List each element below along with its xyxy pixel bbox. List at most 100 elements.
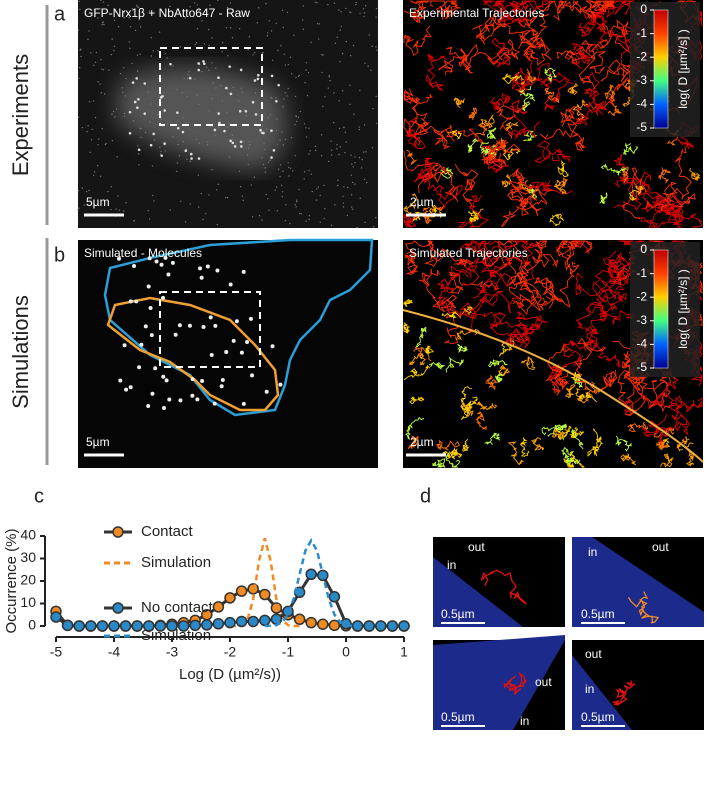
molecule (190, 393, 195, 398)
noise (227, 55, 229, 57)
molecule (146, 403, 151, 408)
noise (288, 166, 290, 168)
noise (261, 157, 263, 159)
trajectory (471, 240, 519, 270)
spot (133, 100, 137, 104)
noise (244, 108, 246, 111)
point (363, 620, 375, 632)
noise (208, 28, 210, 31)
trajectory (446, 130, 463, 140)
trajectory (645, 146, 693, 212)
noise (367, 65, 369, 67)
noise (343, 186, 345, 188)
noise (322, 105, 324, 108)
noise (262, 163, 265, 166)
noise (349, 84, 351, 87)
noise (134, 29, 137, 32)
noise (280, 184, 283, 187)
noise (356, 226, 358, 229)
trajectory (599, 369, 618, 392)
noise (136, 6, 139, 8)
molecule (234, 319, 239, 324)
noise (297, 116, 300, 119)
noise (344, 131, 347, 133)
noise (258, 214, 261, 217)
trajectory (618, 240, 648, 249)
region-label: in (585, 682, 594, 696)
molecule (231, 338, 236, 343)
trajectory (441, 311, 459, 319)
noise (281, 191, 284, 193)
noise (266, 35, 269, 37)
noise (150, 103, 152, 105)
molecule (215, 268, 220, 273)
noise (225, 27, 228, 29)
noise (310, 173, 312, 175)
noise (324, 96, 326, 98)
trajectory (431, 458, 446, 468)
noise (137, 6, 140, 9)
spot (217, 112, 220, 115)
molecule (264, 389, 269, 394)
noise (276, 118, 278, 120)
noise (110, 208, 112, 211)
noise (211, 62, 213, 64)
noise (314, 145, 317, 148)
noise (296, 199, 298, 201)
noise (306, 94, 309, 97)
trajectory (425, 53, 447, 92)
spot (257, 73, 260, 77)
noise (354, 183, 356, 185)
spot (213, 128, 217, 132)
noise (81, 126, 84, 129)
noise (128, 41, 131, 43)
noise (279, 139, 281, 142)
x-tick-label: -2 (224, 644, 237, 660)
noise (268, 209, 270, 211)
spot (259, 128, 262, 132)
noise (320, 134, 323, 136)
noise (336, 144, 338, 146)
noise (139, 127, 141, 129)
spot (161, 94, 164, 98)
noise (361, 158, 363, 161)
trajectory (409, 120, 451, 150)
noise (205, 212, 207, 215)
noise (189, 6, 191, 8)
noise (208, 110, 211, 112)
molecule (198, 266, 203, 271)
noise (215, 87, 217, 89)
noise (166, 57, 168, 59)
noise (318, 38, 320, 40)
molecule (178, 398, 183, 403)
molecule (164, 378, 169, 383)
noise (305, 62, 308, 64)
trajectory (422, 213, 434, 225)
point (189, 619, 201, 632)
trajectory (482, 0, 523, 27)
noise (269, 114, 272, 116)
roi (159, 291, 261, 368)
noise (339, 60, 341, 63)
point (386, 620, 399, 632)
noise (316, 188, 318, 190)
molecule (201, 325, 206, 330)
simulation-line (264, 537, 358, 628)
noise (330, 149, 333, 151)
noise (243, 140, 245, 143)
noise (254, 92, 257, 94)
noise (295, 115, 297, 117)
trajectory (623, 366, 647, 401)
noise (354, 156, 356, 158)
noise (238, 100, 240, 102)
noise (253, 176, 256, 178)
colorbar-tick-label: -5 (636, 360, 647, 374)
contact-region (433, 557, 523, 627)
trajectory (539, 107, 577, 140)
molecule (134, 299, 139, 304)
noise (140, 136, 142, 139)
noise (77, 116, 80, 119)
molecule (116, 256, 121, 261)
noise (97, 17, 99, 19)
noise (135, 4, 138, 7)
